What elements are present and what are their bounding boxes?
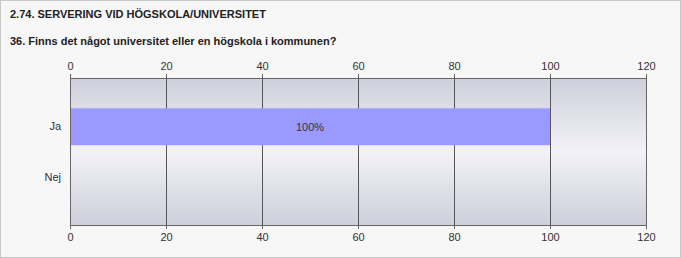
title: 2.74. SERVERING VID HÖGSKOLA/UNIVERSITET xyxy=(10,8,266,20)
data-label: 100% xyxy=(296,121,324,133)
grid-line xyxy=(550,78,551,225)
tick-mark xyxy=(358,225,359,229)
tick: Ja xyxy=(49,120,70,132)
tick: Nej xyxy=(44,171,70,183)
tick: 20 xyxy=(160,225,172,243)
tick-mark xyxy=(262,225,263,229)
tick: 100 xyxy=(541,225,559,243)
tick: 120 xyxy=(637,225,655,243)
tick: 0 xyxy=(67,60,73,78)
tick: 80 xyxy=(448,60,460,78)
tick: 80 xyxy=(448,225,460,243)
tick-label: 60 xyxy=(352,231,364,243)
x-axis-bottom: 0 20 40 60 80 100 120 xyxy=(67,225,655,243)
axis-line xyxy=(71,78,647,79)
tick-mark xyxy=(646,74,647,78)
tick-label: 0 xyxy=(67,60,73,72)
tick-mark xyxy=(166,225,167,229)
tick-mark xyxy=(454,225,455,229)
tick-label: 0 xyxy=(67,231,73,243)
tick-mark xyxy=(70,225,71,229)
tick: 40 xyxy=(256,225,268,243)
subtitle: 36. Finns det något universitet eller en… xyxy=(10,35,337,47)
tick-mark xyxy=(358,74,359,78)
tick: 120 xyxy=(637,60,655,78)
tick: 40 xyxy=(256,60,268,78)
tick-mark xyxy=(262,74,263,78)
tick: 0 xyxy=(67,225,73,243)
tick-label: 40 xyxy=(256,231,268,243)
grid-line xyxy=(166,78,167,225)
frame xyxy=(1,1,681,258)
bar xyxy=(70,108,550,145)
y-axis: Ja Nej xyxy=(44,102,70,203)
tick-label: 20 xyxy=(160,231,172,243)
grid-line xyxy=(358,78,359,225)
tick-mark xyxy=(550,225,551,229)
bars xyxy=(70,108,550,145)
tick-label: 120 xyxy=(637,60,655,72)
category-label: Ja xyxy=(49,120,62,132)
chart: 2.74. SERVERING VID HÖGSKOLA/UNIVERSITET… xyxy=(0,0,681,258)
tick: 60 xyxy=(352,225,364,243)
tick-mark xyxy=(550,74,551,78)
x-axis-top: 0 20 40 60 80 100 120 xyxy=(67,60,655,79)
tick-label: 60 xyxy=(352,60,364,72)
tick-label: 100 xyxy=(541,231,559,243)
grid-line xyxy=(454,78,455,225)
axis-line xyxy=(70,102,71,203)
tick-mark xyxy=(166,74,167,78)
tick-mark xyxy=(454,74,455,78)
tick-label: 80 xyxy=(448,60,460,72)
tick-mark xyxy=(646,225,647,229)
plot-frame xyxy=(70,78,646,225)
data-labels: 100% xyxy=(296,121,324,133)
tick: 100 xyxy=(541,60,559,78)
tick-label: 120 xyxy=(637,231,655,243)
tick-label: 80 xyxy=(448,231,460,243)
tick-mark xyxy=(70,74,71,78)
plot-background xyxy=(70,78,646,225)
tick-label: 40 xyxy=(256,60,268,72)
tick-label: 100 xyxy=(541,60,559,72)
category-label: Nej xyxy=(44,171,61,183)
tick-label: 20 xyxy=(160,60,172,72)
tick: 60 xyxy=(352,60,364,78)
tick: 20 xyxy=(160,60,172,78)
grid-line xyxy=(262,78,263,225)
